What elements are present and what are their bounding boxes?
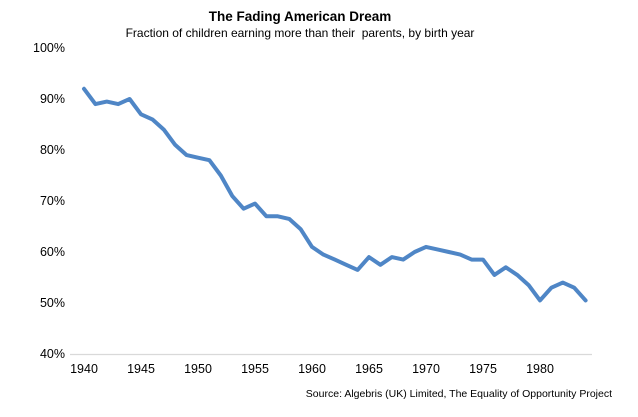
x-axis-tick-label: 1980 xyxy=(526,362,554,376)
x-axis-tick-label: 1945 xyxy=(127,362,155,376)
x-axis-tick-label: 1955 xyxy=(241,362,269,376)
y-axis-tick-label: 70% xyxy=(39,194,65,208)
x-axis-tick-label: 1960 xyxy=(298,362,326,376)
source-note: Source: Algebris (UK) Limited, The Equal… xyxy=(305,388,612,400)
mobility-trend-line xyxy=(82,86,588,303)
y-axis-tick-label: 90% xyxy=(39,92,65,106)
chart-subtitle: Fraction of children earning more than t… xyxy=(125,26,475,40)
x-axis-tick-label: 1975 xyxy=(469,362,497,376)
chart-title: The Fading American Dream xyxy=(208,9,392,24)
y-axis-tick-label: 60% xyxy=(39,245,65,259)
y-axis-tick-label: 40% xyxy=(39,347,65,361)
y-axis-tick-label: 50% xyxy=(39,296,65,310)
y-axis-tick-label: 80% xyxy=(39,143,65,157)
y-axis-tick-label: 100% xyxy=(33,41,65,55)
x-axis-tick-label: 1950 xyxy=(184,362,212,376)
x-axis-tick-label: 1970 xyxy=(412,362,440,376)
chart-header: The Fading American Dream Fraction of ch… xyxy=(0,8,600,41)
x-axis-tick-label: 1965 xyxy=(355,362,383,376)
x-axis-tick-label: 1940 xyxy=(70,362,98,376)
